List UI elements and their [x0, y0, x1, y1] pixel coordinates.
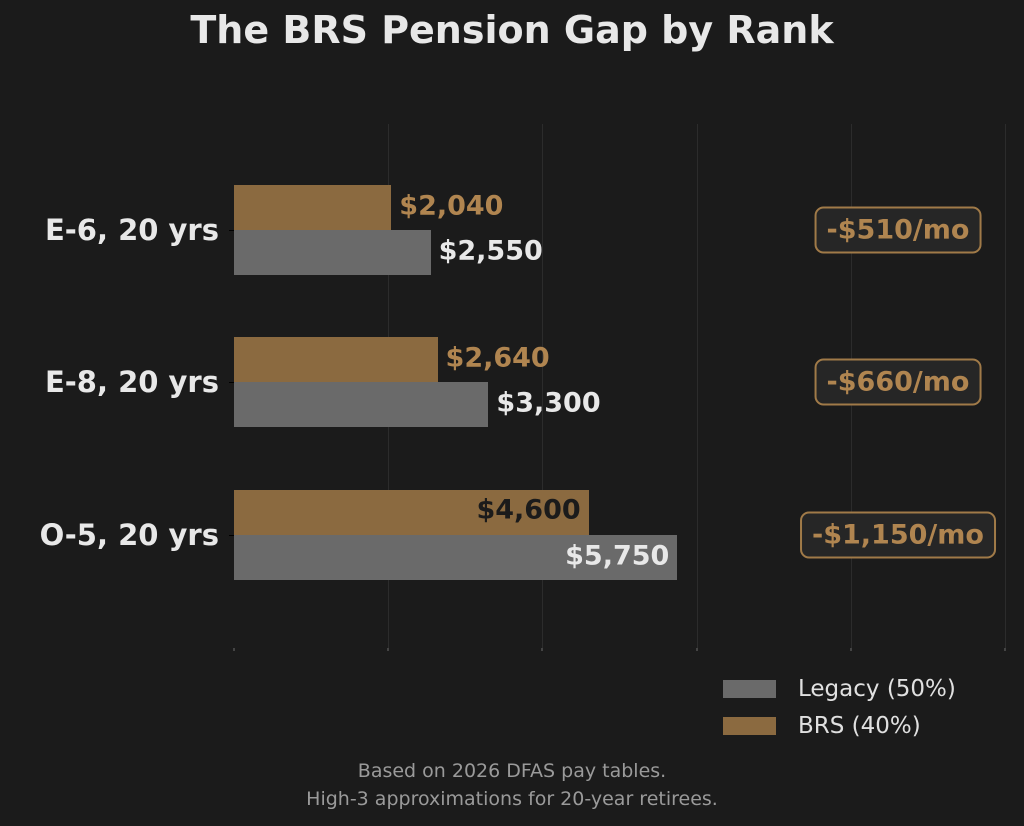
legend-label: BRS (40%)	[798, 713, 921, 739]
x-tick	[1004, 648, 1006, 651]
value-label-legacy: $5,750	[565, 540, 670, 572]
gridline	[542, 124, 543, 648]
bar-legacy	[234, 230, 431, 275]
value-label-legacy: $2,550	[438, 235, 543, 267]
gridline	[1005, 124, 1006, 648]
value-label-legacy: $3,300	[496, 387, 601, 419]
legend-swatch-brs	[723, 717, 776, 735]
legend-label: Legacy (50%)	[798, 676, 956, 702]
footnote-line-1: Based on 2026 DFAS pay tables.	[357, 760, 667, 782]
category-label: E-8, 20 yrs	[44, 365, 219, 399]
x-tick	[387, 648, 389, 651]
chart-title: The BRS Pension Gap by Rank	[190, 8, 834, 52]
value-label-brs: $2,040	[399, 190, 504, 222]
bar-brs	[234, 185, 392, 230]
x-tick	[696, 648, 698, 651]
gap-annotation-badge: -$510/mo	[814, 206, 982, 254]
footnote-line-2: High-3 approximations for 20-year retire…	[306, 788, 718, 810]
legend-swatch-legacy	[723, 680, 776, 698]
gridline	[697, 124, 698, 648]
x-tick	[233, 648, 235, 651]
gap-annotation-badge: -$1,150/mo	[800, 511, 996, 559]
bar-legacy	[234, 535, 678, 580]
category-label: E-6, 20 yrs	[44, 213, 219, 247]
x-tick	[850, 648, 852, 651]
value-label-brs: $2,640	[445, 342, 550, 374]
bar-legacy	[234, 382, 489, 427]
legend-item-brs: BRS (40%)	[723, 713, 921, 739]
y-tick	[229, 230, 234, 231]
gap-annotation-badge: -$660/mo	[814, 358, 982, 406]
x-tick	[541, 648, 543, 651]
bar-brs	[234, 337, 438, 382]
y-tick	[229, 535, 234, 536]
legend-item-legacy: Legacy (50%)	[723, 676, 956, 702]
value-label-brs: $4,600	[476, 494, 581, 526]
category-label: O-5, 20 yrs	[39, 518, 219, 552]
bar-brs	[234, 490, 589, 535]
y-tick	[229, 382, 234, 383]
